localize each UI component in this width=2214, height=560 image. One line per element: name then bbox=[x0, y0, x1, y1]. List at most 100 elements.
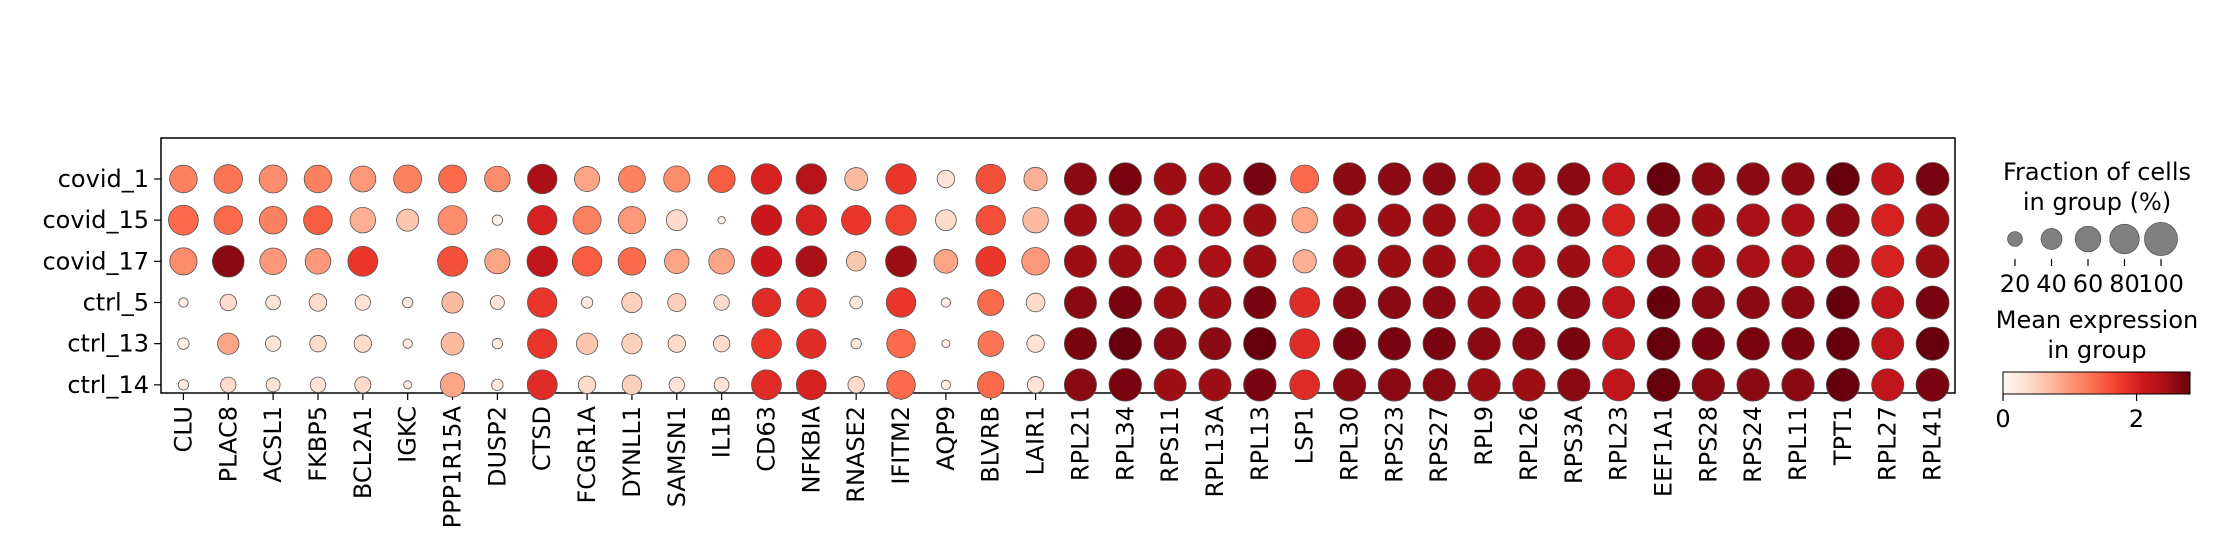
dot bbox=[1646, 367, 1681, 402]
dot bbox=[1198, 368, 1232, 402]
dot bbox=[1377, 244, 1412, 278]
row-label: covid_15 bbox=[42, 206, 149, 234]
dot bbox=[264, 335, 282, 352]
dot bbox=[393, 164, 423, 194]
dot bbox=[1825, 285, 1860, 320]
dot bbox=[527, 328, 558, 359]
dot bbox=[438, 164, 467, 194]
dot bbox=[265, 294, 281, 311]
dot bbox=[220, 376, 237, 393]
dot bbox=[1108, 244, 1142, 278]
dot bbox=[577, 375, 597, 394]
dot bbox=[621, 333, 643, 355]
size-legend-label: 60 bbox=[2073, 270, 2104, 298]
dot bbox=[1023, 166, 1048, 192]
dot bbox=[1871, 286, 1905, 319]
col-label: TPT1 bbox=[1829, 406, 1857, 466]
dot bbox=[1422, 162, 1456, 196]
col-label: RPL26 bbox=[1515, 406, 1543, 481]
col-label: AQP9 bbox=[932, 406, 960, 471]
col-label: RPS24 bbox=[1739, 406, 1767, 483]
dot bbox=[177, 379, 190, 391]
dot bbox=[941, 339, 951, 349]
dot bbox=[1243, 244, 1277, 278]
dot bbox=[441, 291, 464, 314]
dot bbox=[354, 294, 371, 311]
dot bbox=[1871, 203, 1905, 237]
dot bbox=[1557, 285, 1591, 320]
dot bbox=[1377, 162, 1412, 196]
dot bbox=[1289, 369, 1321, 401]
col-label: RPS11 bbox=[1156, 406, 1184, 483]
col-label: CTSD bbox=[528, 406, 556, 471]
size-legend-dot bbox=[2040, 228, 2063, 250]
size-legend-dot bbox=[2007, 231, 2023, 247]
dot bbox=[526, 369, 558, 401]
dot bbox=[1781, 203, 1815, 237]
dot bbox=[663, 165, 691, 193]
dot bbox=[1871, 327, 1905, 361]
dot bbox=[667, 334, 686, 353]
dot bbox=[712, 335, 731, 353]
dot bbox=[572, 205, 602, 235]
dot bbox=[1377, 203, 1412, 237]
dot bbox=[308, 293, 328, 312]
dot bbox=[489, 295, 505, 310]
dot bbox=[1646, 285, 1681, 320]
dot bbox=[219, 293, 237, 312]
col-label: LAIR1 bbox=[1022, 406, 1050, 475]
dot bbox=[796, 287, 827, 318]
dot bbox=[491, 378, 504, 391]
dot bbox=[439, 372, 466, 398]
dot bbox=[1467, 327, 1501, 361]
col-label: DUSP2 bbox=[483, 406, 511, 487]
dot bbox=[1781, 368, 1815, 402]
dot bbox=[349, 165, 377, 193]
dot bbox=[1243, 162, 1277, 196]
row-label: ctrl_5 bbox=[83, 289, 149, 317]
size-legend-label: 80 bbox=[2109, 270, 2140, 298]
col-label: IGKC bbox=[394, 406, 422, 463]
col-label: PLAC8 bbox=[214, 406, 242, 482]
col-label: IFITM2 bbox=[887, 406, 915, 485]
dot bbox=[1108, 162, 1142, 196]
dot bbox=[1108, 327, 1142, 361]
dot bbox=[1915, 162, 1950, 196]
dot bbox=[847, 376, 865, 394]
dot bbox=[1026, 376, 1045, 394]
col-label: RPS27 bbox=[1425, 406, 1453, 483]
dot bbox=[795, 163, 827, 195]
dot bbox=[1198, 162, 1232, 196]
dot bbox=[403, 380, 413, 390]
dot bbox=[1332, 244, 1367, 278]
dot bbox=[1153, 203, 1187, 237]
dot bbox=[1512, 203, 1546, 237]
dot bbox=[1736, 162, 1770, 196]
dot bbox=[940, 297, 951, 308]
size-legend-label: 100 bbox=[2138, 270, 2184, 298]
dot bbox=[708, 248, 735, 275]
dot bbox=[1825, 326, 1860, 361]
dot bbox=[1332, 203, 1367, 237]
dot bbox=[1602, 286, 1636, 319]
dot bbox=[1291, 206, 1318, 234]
dot bbox=[1736, 203, 1770, 237]
row-labels: covid_1 covid_15 covid_17 ctrl_5 ctrl_13ctrl… bbox=[42, 165, 161, 399]
dot bbox=[1422, 203, 1456, 237]
dot bbox=[751, 369, 782, 401]
dot bbox=[1153, 244, 1187, 278]
dot bbox=[217, 332, 240, 355]
col-label: FCGR1A bbox=[573, 405, 601, 503]
dot bbox=[1512, 368, 1546, 402]
dot bbox=[1467, 203, 1501, 237]
dot bbox=[402, 338, 413, 349]
dot bbox=[1021, 247, 1050, 276]
dot bbox=[1825, 203, 1860, 238]
row-label: ctrl_13 bbox=[67, 330, 149, 358]
col-label: RPL9 bbox=[1470, 406, 1498, 466]
dot bbox=[1153, 162, 1187, 196]
dot bbox=[713, 294, 730, 311]
size-legend: Fraction of cells in group (%) 20 40 60 801… bbox=[2000, 158, 2191, 298]
color-legend-title-1: Mean expression bbox=[1996, 306, 2198, 334]
col-label: SAMSN1 bbox=[663, 406, 691, 507]
